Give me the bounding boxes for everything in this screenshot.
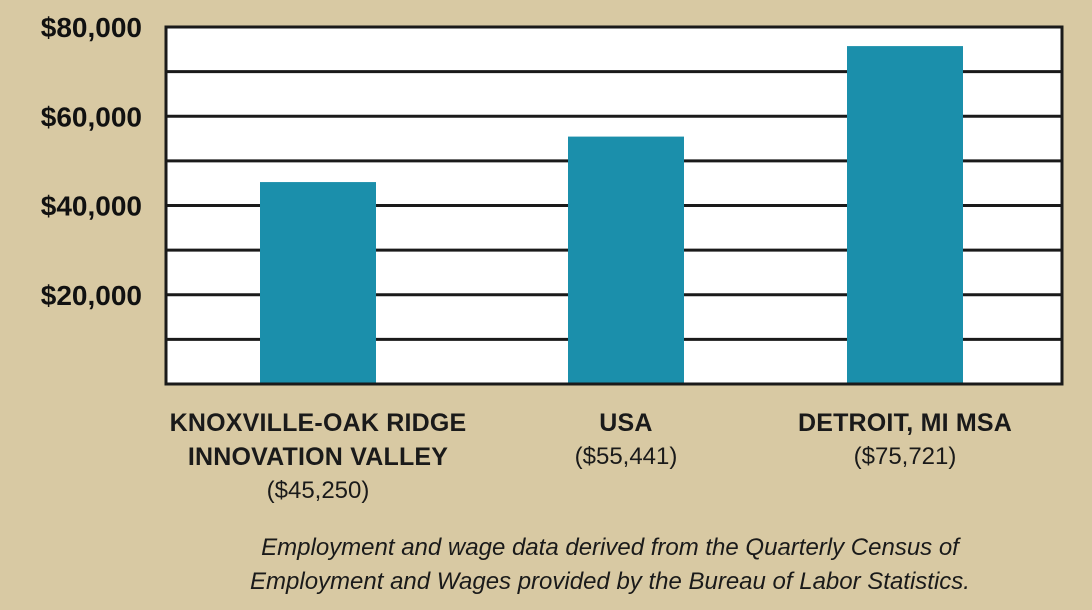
category-value-label: ($55,441) (574, 443, 678, 470)
y-tick-label: $60,000 (41, 101, 142, 132)
bar-1 (568, 136, 684, 384)
footnote: Employment and wage data derived from th… (150, 531, 1070, 599)
plot-frame (164, 25, 1064, 386)
footnote-line-1: Employment and wage data derived from th… (261, 534, 959, 561)
y-tick-label: $20,000 (41, 280, 142, 311)
category-value-label: ($45,250) (266, 477, 370, 504)
bars (260, 46, 963, 385)
category-name: DETROIT, MI MSA (797, 409, 1013, 437)
y-tick-label: $80,000 (41, 12, 142, 43)
category-label: USA ($55,441) (426, 406, 826, 474)
footnote-line-2: Employment and Wages provided by the Bur… (250, 568, 970, 595)
bar-0 (260, 182, 376, 384)
category-name: USA (599, 409, 653, 437)
y-axis-labels: $20,000 $40,000 $60,000 $80,000 (41, 12, 142, 311)
category-name: KNOXVILLE-OAK RIDGE (169, 409, 467, 437)
y-tick-label: $40,000 (41, 191, 142, 222)
category-value-label: ($75,721) (853, 443, 957, 470)
bar-2 (847, 46, 963, 385)
category-label: KNOXVILLE-OAK RIDGE INNOVATION VALLEY ($45… (118, 406, 518, 508)
category-label: DETROIT, MI MSA ($75,721) (705, 406, 1092, 474)
category-name: INNOVATION VALLEY (187, 443, 449, 471)
